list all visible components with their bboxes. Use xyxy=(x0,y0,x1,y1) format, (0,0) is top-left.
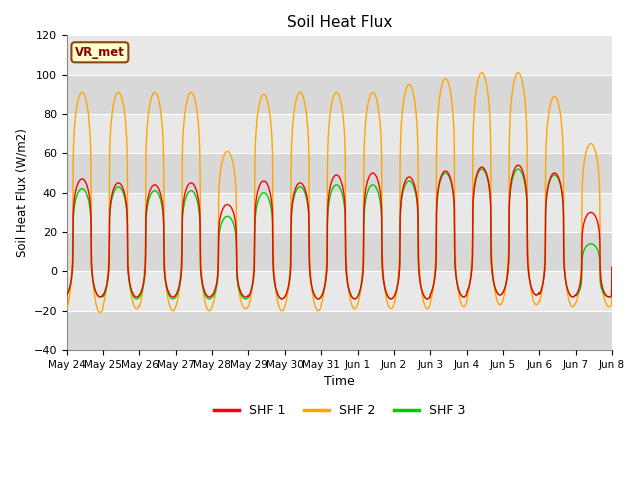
Bar xyxy=(67,36,612,75)
Title: Soil Heat Flux: Soil Heat Flux xyxy=(287,15,392,30)
Bar xyxy=(67,311,612,350)
Bar xyxy=(67,232,612,271)
Bar xyxy=(67,114,612,153)
Bar xyxy=(67,192,612,232)
Bar xyxy=(67,271,612,311)
Bar xyxy=(67,75,612,114)
Text: VR_met: VR_met xyxy=(75,46,125,59)
Legend: SHF 1, SHF 2, SHF 3: SHF 1, SHF 2, SHF 3 xyxy=(209,399,470,422)
Bar xyxy=(67,153,612,192)
X-axis label: Time: Time xyxy=(324,375,355,388)
Y-axis label: Soil Heat Flux (W/m2): Soil Heat Flux (W/m2) xyxy=(15,128,28,257)
